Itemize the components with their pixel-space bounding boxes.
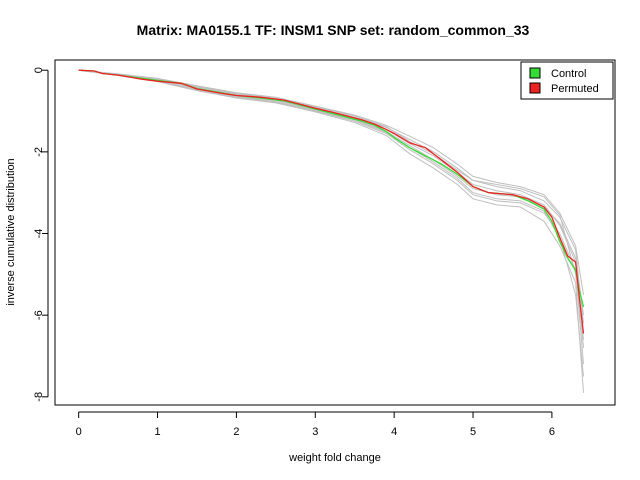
legend-swatch-permuted <box>529 82 541 94</box>
legend-label-permuted: Permuted <box>551 83 599 95</box>
x-tick-label: 0 <box>76 426 82 438</box>
chart-title: Matrix: MA0155.1 TF: INSM1 SNP set: rand… <box>137 22 530 38</box>
background-run-line-3 <box>78 69 584 295</box>
x-tick-label: 5 <box>470 426 476 438</box>
background-runs <box>78 69 584 393</box>
background-run-line-4 <box>78 69 584 393</box>
background-run-line-1 <box>78 69 584 324</box>
y-tick-label: 0 <box>33 67 45 73</box>
x-tick-label: 4 <box>391 426 397 438</box>
x-tick-label: 2 <box>233 426 239 438</box>
series-line-permuted <box>78 69 585 334</box>
y-axis: 0 -2 -4 -6 -8 <box>33 67 49 402</box>
x-tick-label: 3 <box>312 426 318 438</box>
y-tick-label: -6 <box>33 310 45 320</box>
y-axis-label: inverse cumulative distribution <box>5 158 17 305</box>
y-tick-label: -8 <box>33 392 45 402</box>
plot-frame <box>54 59 616 406</box>
y-tick-label: -2 <box>33 147 45 157</box>
legend-swatch-control <box>529 67 541 79</box>
legend-label-control: Control <box>551 68 586 80</box>
x-axis: 0 1 2 3 4 5 6 <box>76 411 555 438</box>
series-lines <box>78 69 585 334</box>
x-axis-label: weight fold change <box>288 452 381 464</box>
background-run-line-7 <box>78 69 584 340</box>
x-tick-label: 1 <box>154 426 160 438</box>
legend: Control Permuted <box>520 61 614 100</box>
x-tick-label: 6 <box>549 426 555 438</box>
y-tick-label: -4 <box>33 229 45 239</box>
